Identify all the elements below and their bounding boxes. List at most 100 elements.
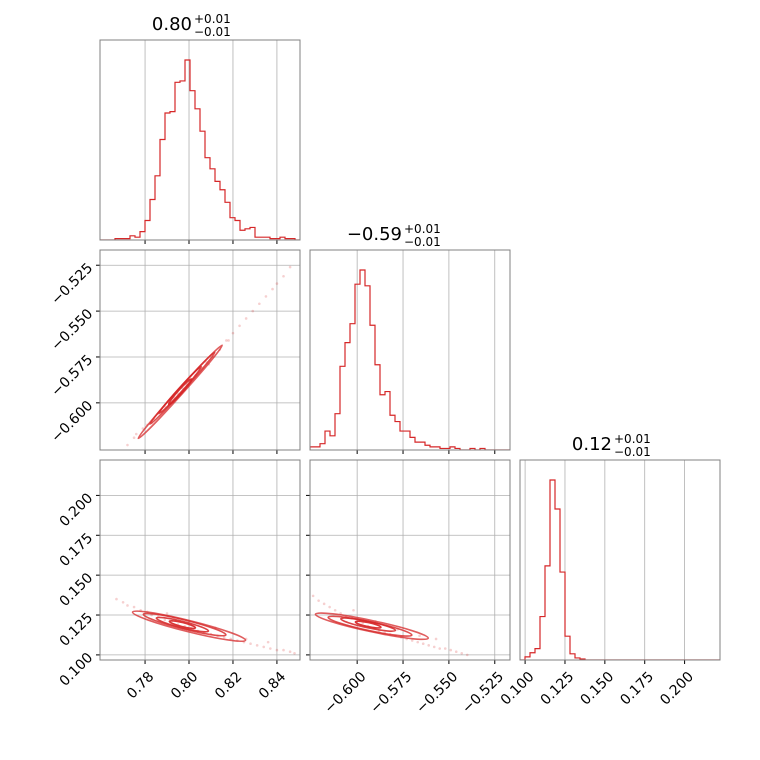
scatter-point — [238, 324, 241, 328]
panel-frame — [99, 249, 301, 451]
contour-level-0 — [314, 612, 430, 641]
scatter-point — [231, 331, 235, 335]
scatter-point — [352, 608, 355, 612]
scatter-point — [432, 645, 436, 649]
contour-level-2 — [155, 616, 210, 633]
scatter-point — [269, 647, 272, 650]
x-tick-label: 0.175 — [617, 669, 657, 709]
histogram-panel-0: 0.80 +0.01−0.01 — [99, 12, 301, 244]
scatter-point — [427, 644, 431, 647]
y-tick-label: 0.100 — [57, 650, 97, 690]
y-tick-label: −0.575 — [48, 352, 96, 400]
contour-level-3 — [167, 378, 193, 406]
scatter-point — [282, 648, 285, 652]
y-tick-label: −0.600 — [48, 398, 96, 446]
panel-1-0-content — [126, 265, 292, 447]
y-tick-label: 0.125 — [57, 610, 97, 650]
title-1: −0.59 +0.01−0.01 — [347, 222, 441, 249]
scatter-point — [264, 295, 268, 298]
x-tick-label: 0.78 — [124, 669, 157, 702]
scatter-point — [421, 642, 425, 646]
panel-frame — [309, 459, 511, 661]
panel-frame — [309, 249, 511, 451]
scatter-point — [322, 602, 326, 606]
scatter-point — [266, 640, 270, 644]
contour-level-3 — [354, 620, 382, 629]
scatter-point — [165, 612, 169, 615]
x-tick-label: −0.525 — [459, 669, 507, 717]
histogram-panel-2: 0.100 0.125 0.150 0.175 0.200 0.12 +0.01−0.01 — [498, 432, 721, 709]
title-2: 0.12 +0.01−0.01 — [572, 432, 651, 459]
scatter-point — [132, 605, 136, 609]
x-tick-label: 0.100 — [498, 669, 538, 709]
scatter-point — [275, 648, 279, 652]
scatter-point — [251, 309, 255, 313]
x-tick-label: 0.200 — [657, 669, 697, 709]
y-tick-label: 0.200 — [57, 490, 97, 530]
scatter-point — [255, 644, 259, 647]
scatter-point — [311, 594, 315, 598]
scatter-point — [244, 317, 248, 320]
histogram-2-steps — [520, 479, 720, 660]
panel-2-1-content — [311, 594, 469, 657]
histogram-0-steps — [100, 59, 300, 240]
scatter-point — [465, 653, 469, 657]
scatter-point — [434, 637, 438, 641]
scatter-point — [249, 642, 252, 646]
scatter-point — [410, 639, 414, 642]
scatter-point — [333, 608, 337, 612]
panel-frame — [99, 39, 301, 241]
title-1-lower: −0.01 — [404, 235, 441, 249]
title-0-upper: +0.01 — [194, 12, 231, 26]
panel-frame — [99, 459, 301, 661]
title-1-value: −0.59 — [347, 224, 402, 245]
scatter-point — [115, 597, 118, 601]
scatter-point — [449, 648, 453, 652]
scatter-point — [288, 650, 292, 654]
histogram-panel-1: −0.59 +0.01−0.01 — [309, 222, 511, 454]
panel-frame — [519, 459, 721, 661]
y-tick-label: 0.150 — [57, 570, 97, 610]
title-0-value: 0.80 — [152, 14, 192, 35]
title-1-upper: +0.01 — [404, 222, 441, 236]
scatter-point — [271, 287, 274, 291]
scatter-point — [288, 265, 292, 269]
scatter-point — [275, 282, 279, 285]
x-tick-label: −0.550 — [413, 669, 461, 717]
y-tick-label: −0.550 — [48, 306, 96, 354]
contour-level-3 — [168, 620, 197, 630]
panel-2-1: −0.600−0.575−0.550−0.525 — [306, 459, 511, 717]
scatter-point — [317, 599, 320, 602]
histogram-1-steps — [310, 269, 510, 450]
scatter-point — [134, 432, 138, 436]
scatter-point — [418, 634, 421, 638]
scatter-point — [225, 339, 228, 342]
scatter-point — [262, 645, 266, 649]
scatter-point — [222, 636, 226, 639]
x-tick-label: 0.82 — [212, 669, 245, 702]
title-0: 0.80 +0.01−0.01 — [152, 12, 231, 39]
scatter-point — [328, 605, 331, 609]
scatter-point — [438, 647, 442, 650]
scatter-point — [126, 604, 129, 607]
title-2-lower: −0.01 — [614, 445, 651, 459]
y-tick-label: 0.175 — [57, 530, 97, 570]
panel-2-0-content — [115, 597, 296, 655]
scatter-point — [443, 647, 447, 650]
scatter-point — [416, 640, 420, 644]
y-tick-label: −0.525 — [48, 260, 96, 308]
x-tick-label: −0.600 — [322, 669, 370, 717]
contour-level-2 — [340, 617, 397, 632]
scatter-point — [293, 652, 296, 655]
scatter-point — [163, 618, 167, 622]
contour-level-1 — [142, 612, 227, 637]
x-tick-label: 0.84 — [256, 669, 289, 702]
scatter-point — [282, 274, 285, 278]
scatter-point — [126, 443, 129, 447]
scatter-point — [227, 339, 230, 342]
panel-1-0: −0.600−0.575−0.550−0.525 — [48, 249, 301, 454]
title-2-upper: +0.01 — [614, 432, 651, 446]
contour-level-2 — [158, 365, 203, 415]
x-tick-label: 0.150 — [578, 669, 618, 709]
